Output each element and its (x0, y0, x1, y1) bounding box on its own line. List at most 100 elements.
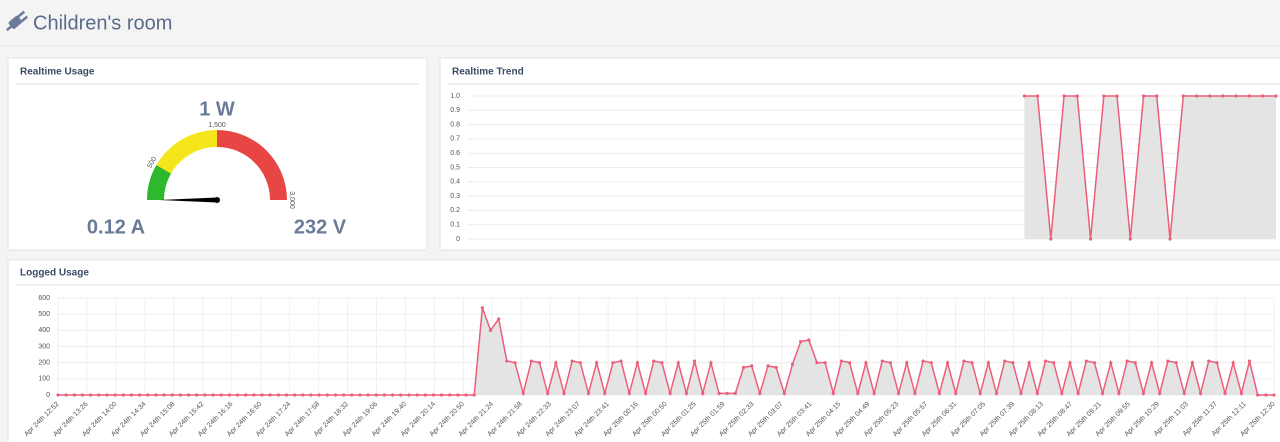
point (1174, 361, 1178, 365)
point (260, 393, 264, 397)
point (244, 393, 248, 397)
point (537, 361, 542, 365)
point (945, 361, 950, 365)
point (586, 391, 591, 395)
point (831, 391, 835, 395)
voltage-reading: 232 V (294, 216, 347, 238)
point (1049, 237, 1053, 241)
point (1215, 361, 1219, 365)
point (1035, 391, 1039, 395)
point (546, 391, 550, 395)
point (513, 361, 517, 365)
current-reading: 0.12 A (87, 216, 145, 238)
point (750, 364, 754, 368)
point (741, 365, 746, 370)
gauge-band (156, 130, 217, 174)
point (521, 391, 525, 395)
point (1019, 391, 1023, 395)
point (374, 393, 378, 397)
point (1133, 361, 1137, 365)
point (358, 393, 362, 397)
point (350, 393, 354, 397)
point (790, 362, 795, 366)
y-tick-label: 0.1 (450, 222, 460, 229)
point (1022, 94, 1026, 98)
page-title: Children's room (33, 12, 172, 34)
point (807, 338, 811, 342)
point (962, 359, 966, 363)
gauge-tick-label: 1,500 (208, 122, 226, 129)
point (1256, 393, 1260, 397)
point (1158, 391, 1162, 395)
point (472, 393, 476, 397)
point (284, 393, 289, 397)
point (1223, 391, 1227, 395)
point (562, 391, 566, 395)
point (570, 359, 574, 363)
y-tick-label: 600 (38, 295, 50, 302)
point (309, 393, 313, 397)
point (1141, 391, 1146, 395)
point (896, 391, 901, 395)
point (317, 393, 321, 397)
gauge-band (147, 165, 172, 200)
point (342, 393, 346, 397)
point (627, 391, 631, 395)
y-tick-label: 0 (46, 392, 50, 399)
point (725, 391, 729, 395)
point (1027, 361, 1031, 365)
y-tick-label: 0.4 (450, 179, 460, 186)
point (1274, 94, 1278, 98)
point (635, 361, 640, 365)
panel-title: Realtime Trend (452, 67, 524, 78)
point (676, 361, 680, 365)
point (415, 393, 419, 397)
point (660, 361, 664, 365)
point (864, 361, 868, 365)
point (1109, 361, 1113, 365)
point (692, 359, 697, 363)
point (578, 361, 582, 365)
point (97, 393, 101, 397)
point (366, 393, 370, 397)
point (529, 359, 533, 363)
point (815, 361, 819, 365)
point (1264, 393, 1268, 397)
y-tick-label: 0.2 (450, 207, 460, 214)
y-tick-label: 0.9 (450, 107, 460, 114)
point (423, 393, 427, 397)
point (1068, 361, 1072, 365)
point (480, 306, 484, 310)
y-tick-label: 0.7 (450, 136, 460, 143)
point (391, 393, 395, 397)
point (146, 393, 150, 397)
panel (7, 259, 1280, 442)
y-tick-label: 0.3 (450, 193, 460, 200)
point (888, 361, 893, 365)
point (1149, 361, 1154, 365)
point (268, 393, 272, 397)
point (301, 393, 305, 397)
point (733, 391, 737, 395)
point (448, 393, 452, 397)
panel-title: Realtime Usage (20, 67, 95, 78)
point (1101, 391, 1105, 395)
point (456, 393, 460, 397)
point (929, 361, 933, 365)
point (937, 391, 941, 395)
point (162, 393, 166, 397)
point (382, 393, 387, 397)
point (668, 391, 672, 395)
point (1207, 359, 1211, 363)
point (1035, 94, 1040, 98)
point (1052, 361, 1056, 365)
point (652, 359, 656, 363)
point (1043, 359, 1048, 363)
point (121, 393, 125, 397)
point (186, 393, 191, 397)
point (1075, 94, 1079, 98)
point (170, 393, 174, 397)
point (407, 393, 411, 397)
point (1115, 94, 1119, 98)
